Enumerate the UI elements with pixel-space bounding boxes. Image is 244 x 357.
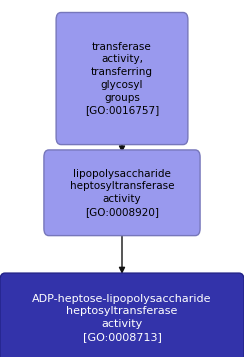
Text: transferase
activity,
transferring
glycosyl
groups
[GO:0016757]: transferase activity, transferring glyco… [85,41,159,116]
FancyBboxPatch shape [0,273,244,357]
Text: ADP-heptose-lipopolysaccharide
heptosyltransferase
activity
[GO:0008713]: ADP-heptose-lipopolysaccharide heptosylt… [32,293,212,342]
FancyBboxPatch shape [44,150,200,236]
Text: lipopolysaccharide
heptosyltransferase
activity
[GO:0008920]: lipopolysaccharide heptosyltransferase a… [70,169,174,217]
FancyBboxPatch shape [56,12,188,145]
